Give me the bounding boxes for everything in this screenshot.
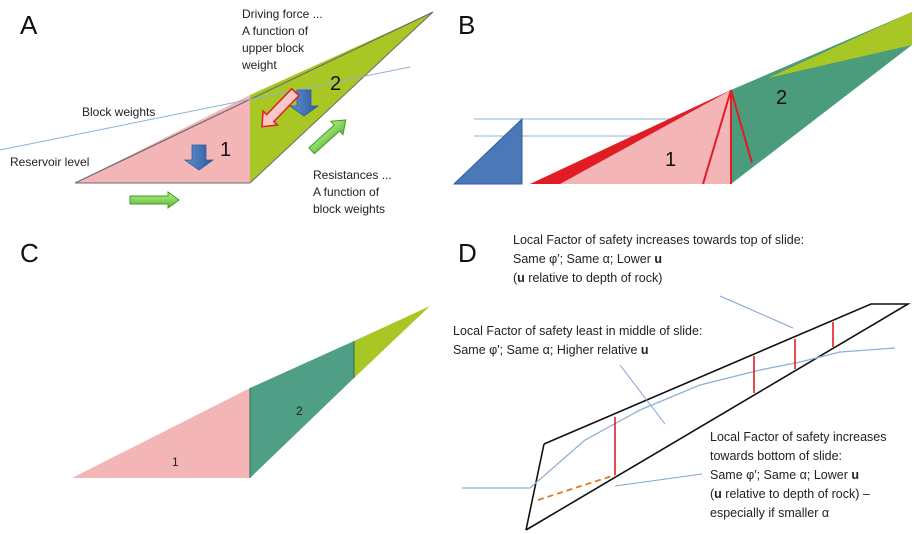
toe-dashed-line (537, 474, 616, 501)
red-fracture-right (730, 89, 753, 164)
top-note-line-3: (u relative to depth of rock) (513, 271, 662, 285)
leader-top (719, 295, 794, 329)
resistance-arrow-lower-icon (129, 191, 180, 209)
driving-force-line-4: weight (241, 58, 277, 72)
bottom-note-line-3: Same φ′; Same α; Lower u (710, 468, 859, 482)
block-weights-label: Block weights (82, 105, 155, 119)
driving-force-line-3: upper block (242, 41, 305, 55)
block-1-polygon-c (72, 388, 250, 478)
slope-surface-line (74, 11, 434, 184)
resistances-line-2: A function of (313, 185, 380, 199)
panel-a-block-2-label: 2 (330, 73, 341, 95)
slip-wedge-red (530, 90, 731, 184)
driving-force-line-2: A function of (242, 24, 309, 38)
panel-a-letter: A (20, 10, 38, 40)
reservoir-water-wedge (452, 117, 523, 185)
block-2-lime-wedge (768, 12, 912, 78)
resistances-line-3: block weights (313, 202, 385, 216)
panel-b-letter: B (458, 10, 475, 40)
panel-c-letter: C (20, 238, 39, 268)
panel-a-block-1-label: 1 (220, 139, 231, 161)
red-fracture-left (702, 89, 732, 185)
panel-d: D Local Factor of safety increases towar… (453, 233, 911, 531)
leader-middle (619, 364, 666, 425)
panel-c-block-1-label: 1 (172, 455, 179, 469)
panel-a: A 1 2 Driving force ... A function of up… (0, 7, 434, 216)
reservoir-level-line (0, 66, 411, 151)
bottom-note-title: Local Factor of safety increases (710, 430, 886, 444)
driving-force-line-1: Driving force ... (242, 7, 323, 21)
back-scarp-line (249, 11, 434, 184)
middle-note-title: Local Factor of safety least in middle o… (453, 324, 702, 338)
reservoir-level-label: Reservoir level (10, 155, 89, 169)
slide-toe-line (525, 443, 545, 531)
bottom-note-line-5: especially if smaller α (710, 506, 829, 520)
upper-lime-wedge-c (354, 306, 430, 378)
leader-bottom (614, 473, 703, 487)
bottom-note-line-2: towards bottom of slide: (710, 449, 842, 463)
top-note-line-2: Same φ′; Same α; Lower u (513, 252, 662, 266)
block-2-polygon-c (250, 341, 354, 478)
panel-b-block-2-label: 2 (776, 87, 787, 109)
panel-b: B 1 2 (452, 10, 912, 185)
panel-c-block-2-label: 2 (296, 404, 303, 418)
block-1-weight-arrow-icon (183, 144, 215, 171)
panel-d-letter: D (458, 238, 477, 268)
top-note-title: Local Factor of safety increases towards… (513, 233, 804, 247)
driving-force-arrow-icon (261, 87, 300, 128)
middle-note-line-2: Same φ′; Same α; Higher relative u (453, 343, 649, 357)
phreatic-surface-line (462, 347, 896, 489)
panel-b-block-1-label: 1 (665, 149, 676, 171)
slide-outline (525, 303, 911, 531)
panel-c: C 1 2 (20, 238, 430, 478)
bottom-note-line-4: (u relative to depth of rock) – (710, 487, 870, 501)
resistances-line-1: Resistances ... (313, 168, 392, 182)
resistance-arrow-upper-icon (308, 119, 347, 155)
